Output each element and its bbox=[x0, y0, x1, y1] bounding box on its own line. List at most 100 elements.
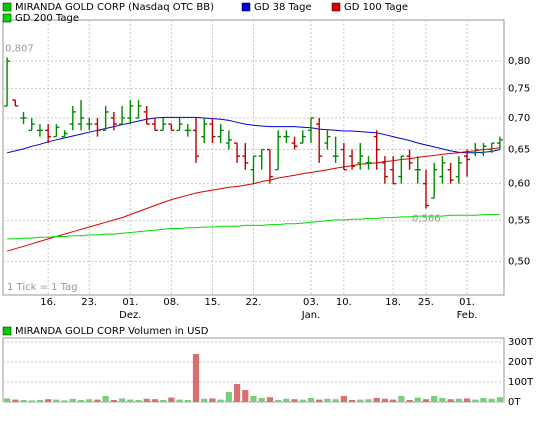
volume-bar bbox=[365, 399, 372, 402]
y-tick-label: 0,50 bbox=[508, 256, 530, 267]
volume-bar bbox=[299, 399, 306, 402]
legend-swatch bbox=[2, 13, 12, 23]
x-tick-label: 10. bbox=[336, 297, 352, 308]
volume-bar bbox=[340, 396, 347, 402]
volume-bar bbox=[390, 399, 397, 402]
chart-title: MIRANDA GOLD CORP Volumen in USD bbox=[15, 326, 209, 337]
volume-bar bbox=[250, 396, 257, 402]
y-tick-label: 0,60 bbox=[508, 179, 530, 190]
volume-bar bbox=[61, 400, 68, 402]
x-tick-label: 22. bbox=[246, 297, 262, 308]
x-tick-label: 16. bbox=[40, 297, 56, 308]
volume-bar bbox=[160, 400, 167, 402]
volume-bar bbox=[225, 392, 232, 402]
volume-bar bbox=[69, 398, 76, 402]
volume-bar bbox=[422, 399, 430, 402]
volume-bar bbox=[258, 398, 265, 402]
volume-bar bbox=[316, 399, 323, 402]
legend-label: GD 38 Tage bbox=[254, 2, 312, 13]
y-tick-label: 0T bbox=[508, 397, 521, 408]
volume-bar bbox=[431, 396, 438, 402]
x-tick-label: 01. bbox=[122, 297, 138, 308]
volume-bar bbox=[357, 399, 364, 402]
volume-bar bbox=[4, 398, 11, 402]
volume-bar bbox=[86, 399, 93, 402]
volume-bar bbox=[488, 398, 495, 402]
volume-bar bbox=[176, 399, 183, 402]
volume-bar bbox=[217, 399, 224, 402]
volume-bar bbox=[266, 397, 274, 402]
volume-bar bbox=[127, 399, 134, 402]
y-tick-label: 0,80 bbox=[508, 56, 530, 67]
volume-bar bbox=[118, 398, 126, 402]
volume-bar bbox=[184, 400, 191, 402]
volume-bar bbox=[36, 400, 44, 402]
volume-bar bbox=[201, 398, 208, 402]
x-tick-label: 08. bbox=[163, 297, 179, 308]
y-tick-label: 0,75 bbox=[508, 84, 530, 95]
moving-average bbox=[6, 116, 501, 154]
legend-label: GD 200 Tage bbox=[15, 13, 79, 24]
volume-bar bbox=[242, 390, 249, 402]
volume-bar bbox=[332, 399, 339, 402]
volume-bar bbox=[94, 399, 101, 402]
x-tick-label: 18. bbox=[385, 297, 401, 308]
legend-swatch bbox=[2, 326, 12, 336]
x-month-label: Dez. bbox=[119, 310, 141, 321]
legend-label: GD 100 Tage bbox=[344, 2, 408, 13]
volume-bar bbox=[398, 396, 405, 402]
volume-bar bbox=[480, 398, 487, 402]
legend-swatch bbox=[241, 2, 251, 12]
x-tick-label: 25. bbox=[418, 297, 434, 308]
high-annotation: 0,807 bbox=[5, 43, 34, 54]
volume-bar bbox=[414, 397, 421, 402]
note: 1 Tick = 1 Tag bbox=[7, 282, 78, 293]
volume-bar bbox=[439, 398, 446, 402]
volume-bar bbox=[307, 398, 315, 402]
volume-bar bbox=[28, 400, 35, 402]
volume-bar bbox=[373, 398, 380, 402]
x-month-label: Jan. bbox=[301, 310, 321, 321]
volume-bar bbox=[233, 384, 241, 402]
volume-bar bbox=[77, 400, 85, 402]
y-tick-label: 100T bbox=[508, 377, 534, 388]
volume-bar bbox=[283, 398, 290, 402]
y-tick-label: 300T bbox=[508, 337, 534, 348]
volume-bar bbox=[135, 400, 142, 402]
volume-bar bbox=[143, 398, 150, 402]
volume-bar bbox=[53, 399, 60, 402]
volume-bar bbox=[102, 396, 109, 402]
volume-bar bbox=[472, 399, 479, 402]
low-annotation: 0,566 bbox=[412, 214, 441, 225]
volume-bar bbox=[324, 398, 331, 402]
volume-bar bbox=[168, 397, 175, 402]
volume-bar bbox=[406, 400, 413, 402]
y-tick-label: 0,70 bbox=[508, 113, 530, 124]
volume-bar bbox=[275, 400, 282, 402]
y-tick-label: 0,65 bbox=[508, 145, 530, 156]
y-tick-label: 0,55 bbox=[508, 216, 530, 227]
x-month-label: Feb. bbox=[457, 310, 478, 321]
volume-bar bbox=[110, 400, 117, 402]
volume-bar bbox=[20, 400, 27, 402]
x-tick-label: 15. bbox=[204, 297, 220, 308]
volume-bar bbox=[209, 398, 216, 402]
volume-bar bbox=[291, 399, 298, 402]
legend-swatch bbox=[331, 2, 341, 12]
volume-frame bbox=[2, 337, 505, 403]
volume-bar bbox=[45, 399, 52, 402]
volume-bar bbox=[12, 399, 19, 402]
moving-average bbox=[7, 214, 500, 240]
legend-swatch bbox=[2, 2, 12, 12]
x-tick-label: 01. bbox=[459, 297, 475, 308]
y-tick-label: 200T bbox=[508, 357, 534, 368]
volume-bar bbox=[455, 398, 462, 402]
volume-bar bbox=[348, 400, 356, 402]
volume-bar bbox=[496, 397, 503, 402]
volume-bar bbox=[192, 354, 200, 402]
volume-bar bbox=[151, 399, 159, 402]
volume-bar bbox=[381, 398, 389, 402]
volume-bar bbox=[463, 398, 471, 402]
legend-label: MIRANDA GOLD CORP (Nasdaq OTC BB) bbox=[15, 2, 214, 13]
